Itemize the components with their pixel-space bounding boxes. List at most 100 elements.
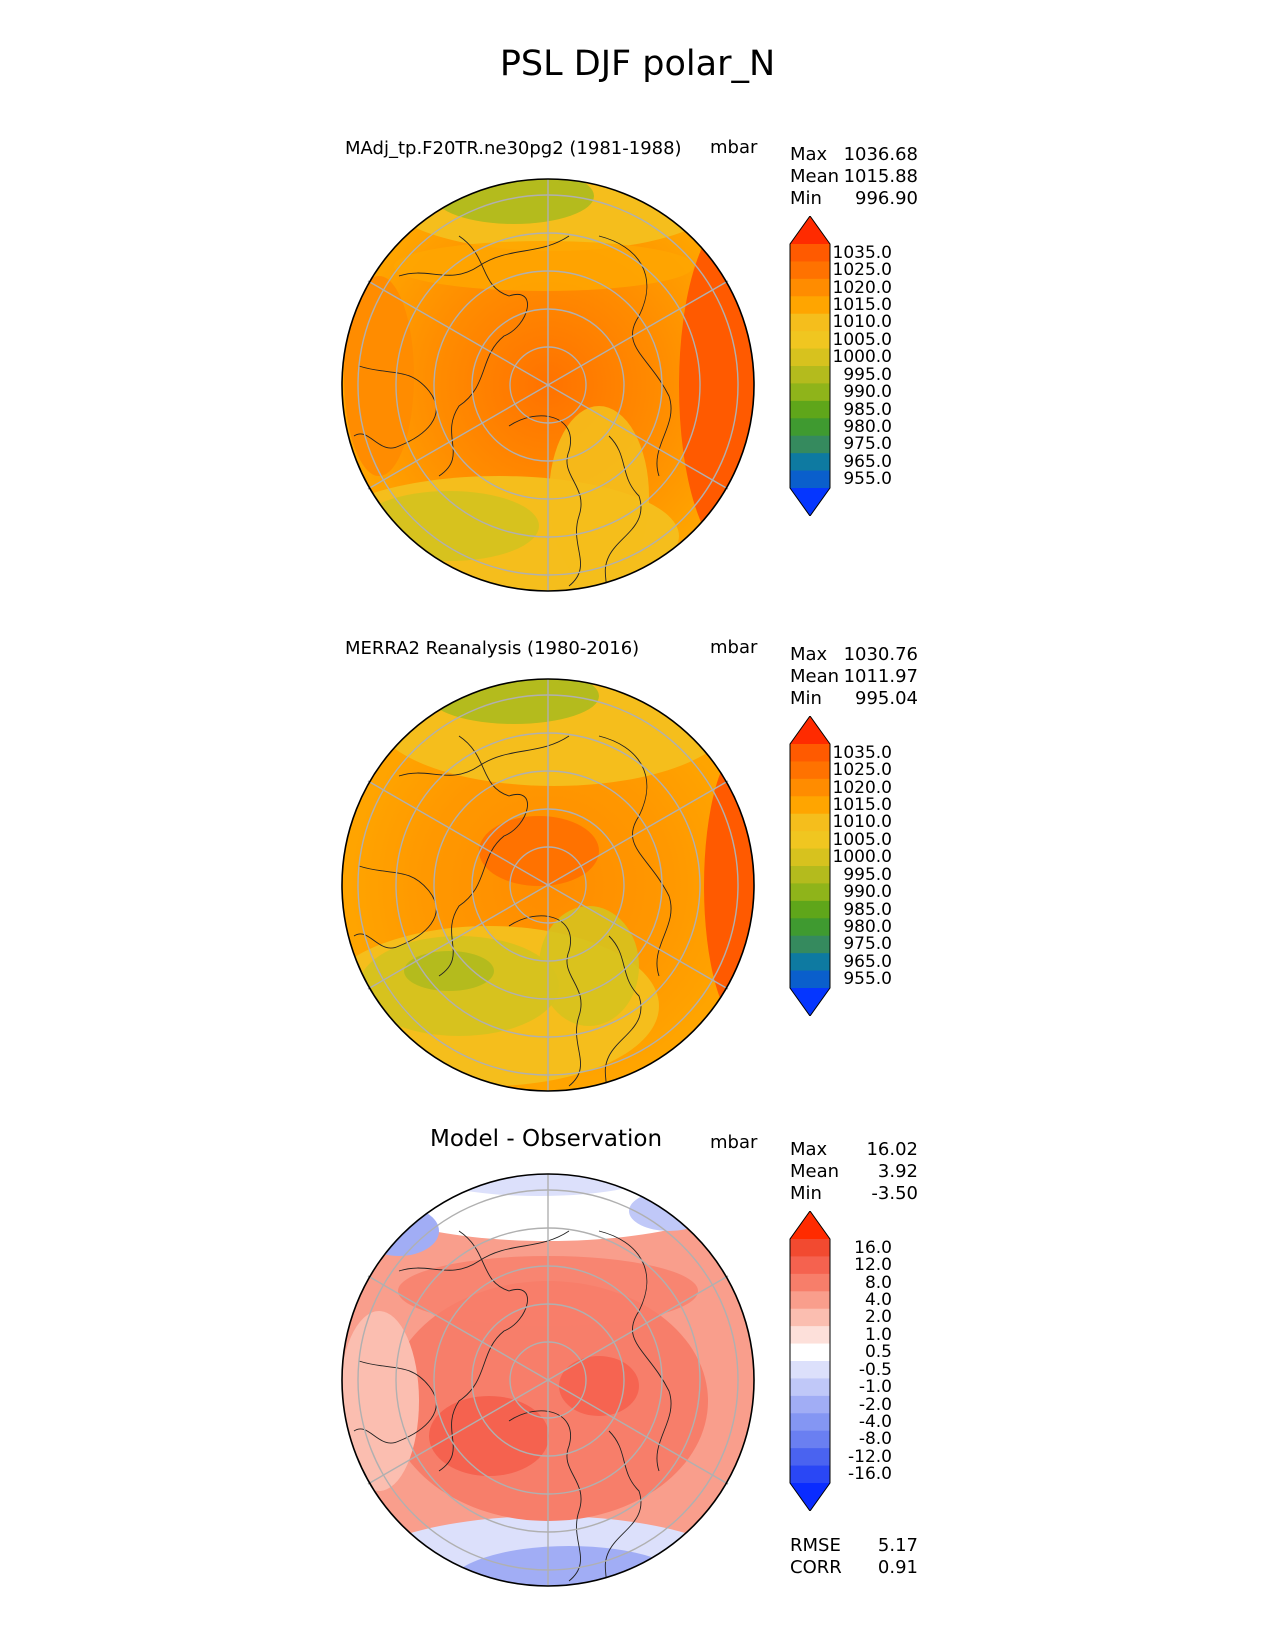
colorbar-segment (790, 1430, 830, 1449)
colorbar-segment (790, 778, 830, 797)
panel-units: mbar (710, 1132, 758, 1153)
max-value: 16.02 (866, 1139, 918, 1160)
colorbar-tick-label: 1005.0 (832, 829, 892, 850)
graticule (357, 679, 739, 1091)
map-border (341, 178, 755, 592)
panel-model: MAdj_tp.F20TR.ne30pg2 (1981-1988) mbar M… (0, 130, 1275, 610)
colorbar-outline (789, 1211, 831, 1511)
colorbar-extend-min (790, 488, 830, 516)
min-label: Min (790, 1183, 822, 1204)
colorbar-segment (790, 278, 830, 297)
colorbar-segment (790, 1239, 830, 1257)
colorbar-segment (790, 1308, 830, 1327)
colorbar-tick-label: 995.0 (843, 864, 892, 885)
colorbar-outline (789, 216, 831, 516)
colorbar-tick-label: 995.0 (843, 364, 892, 385)
field-region (404, 951, 494, 991)
colorbar-tick-label: 12.0 (854, 1255, 892, 1276)
colorbar-segment (790, 1395, 830, 1414)
colorbar-observation (789, 716, 831, 1016)
colorbar-segment (790, 744, 830, 762)
colorbar-model (789, 216, 831, 516)
colorbar-tick-label: 955.0 (843, 469, 892, 490)
corr-label: CORR (790, 1557, 842, 1578)
colorbar-ticks: 1035.0 1025.0 1020.0 1015.0 1010.0 1005.0 1000… (822, 716, 892, 1016)
map-border (341, 1173, 755, 1587)
min-label: Min (790, 688, 822, 709)
colorbar-tick-label: -4.0 (858, 1412, 892, 1432)
colorbar-tick-label: 975.0 (843, 934, 892, 955)
colorbar-tick-label: 965.0 (843, 951, 892, 972)
colorbar-segment (790, 883, 830, 902)
colorbar-segment (790, 970, 830, 989)
colorbar-segment (790, 1361, 830, 1379)
min-value: 995.04 (855, 688, 918, 709)
colorbar-segment (790, 1343, 830, 1362)
field-region (479, 816, 599, 886)
colorbar-extend-max (790, 1211, 830, 1239)
colorbar-segment (790, 1256, 830, 1275)
colorbar-segment (790, 400, 830, 419)
panel-title: Model - Observation (430, 1126, 663, 1152)
max-label: Max (790, 644, 828, 665)
colorbar-extend-min (790, 1483, 830, 1511)
colorbar-tick-label: 985.0 (843, 899, 892, 920)
colorbar-tick-label: -12.0 (848, 1446, 892, 1467)
colorbar-tick-label: -2.0 (858, 1394, 892, 1415)
colorbar-tick-label: 990.0 (843, 382, 892, 403)
colorbar-tick-label: 965.0 (843, 451, 892, 472)
graticule (357, 179, 739, 591)
mean-value: 1015.88 (843, 166, 918, 187)
colorbar-tick-label: 990.0 (843, 882, 892, 903)
corr-value: 0.91 (877, 1557, 918, 1578)
colorbar-segment (790, 1273, 830, 1292)
colorbar-tick-label: 1010.0 (832, 812, 892, 833)
colorbar-tick-label: 980.0 (843, 917, 892, 937)
colorbar-tick-label: -8.0 (858, 1429, 892, 1450)
colorbar-tick-label: 1025.0 (832, 260, 892, 281)
colorbar-tick-label: 1025.0 (832, 760, 892, 781)
mean-value: 3.92 (877, 1161, 918, 1182)
panel-units: mbar (710, 137, 758, 158)
mean-label: Mean (790, 666, 840, 687)
colorbar-tick-label: 980.0 (843, 417, 892, 437)
colorbar-extend-max (790, 216, 830, 244)
colorbar-segment (790, 435, 830, 454)
colorbar-segment (790, 1291, 830, 1310)
colorbar-segment (790, 1326, 830, 1345)
colorbar-tick-label: 975.0 (843, 434, 892, 455)
colorbar-segment (790, 418, 830, 437)
colorbar-tick-label: 8.0 (864, 1272, 892, 1293)
colorbar-tick-label: 1015.0 (832, 295, 892, 315)
colorbar-segment (790, 261, 830, 280)
colorbar-segment (790, 848, 830, 867)
field-region (559, 1356, 639, 1416)
max-value: 1036.68 (843, 144, 918, 165)
colorbar-tick-label: 1000.0 (832, 847, 892, 868)
colorbar-segment (790, 813, 830, 832)
colorbar-tick-label: 0.5 (864, 1342, 892, 1363)
figure-title: PSL DJF polar_N (499, 44, 776, 84)
max-label: Max (790, 144, 828, 165)
colorbar-outline (789, 716, 831, 1016)
colorbar-segment (790, 1413, 830, 1432)
colorbar-tick-label: 1035.0 (832, 742, 892, 763)
map-border (341, 678, 755, 1092)
min-value: 996.90 (855, 188, 918, 209)
colorbar-segment (790, 796, 830, 815)
field-region (359, 491, 539, 561)
colorbar-segment (790, 866, 830, 884)
polar-map-model (341, 178, 755, 592)
error-metrics: RMSE 5.17 CORR 0.91 (790, 1535, 918, 1579)
colorbar-segment (790, 761, 830, 780)
max-label: Max (790, 1139, 828, 1160)
colorbar-segment (790, 383, 830, 402)
panel-observation: MERRA2 Reanalysis (1980-2016) mbar Max 10… (0, 630, 1275, 1110)
field-region (539, 906, 639, 1026)
colorbar-tick-label: 1005.0 (832, 329, 892, 350)
colorbar-segment (790, 470, 830, 489)
mean-label: Mean (790, 166, 840, 187)
colorbar-tick-label: 985.0 (843, 399, 892, 420)
field-region (394, 241, 694, 291)
colorbar-segment (790, 348, 830, 367)
